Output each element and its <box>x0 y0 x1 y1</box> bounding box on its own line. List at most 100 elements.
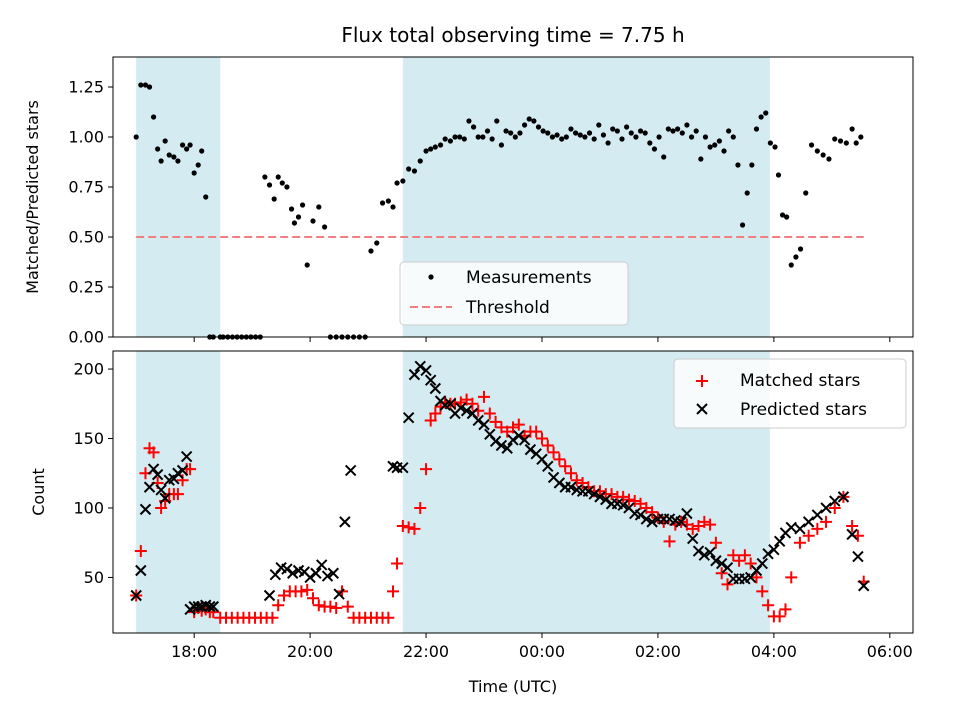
measurement-point <box>442 136 448 142</box>
measurement-point <box>624 124 630 130</box>
predicted-star-point <box>304 571 316 584</box>
matched-star-point <box>512 418 525 431</box>
measurement-point <box>179 142 186 148</box>
matched-star-point <box>785 571 798 584</box>
measurement-point <box>586 130 593 136</box>
matched-star-point <box>408 522 421 535</box>
matched-star-point <box>553 453 566 466</box>
predicted-star-point <box>139 503 152 516</box>
predicted-star-point <box>310 567 322 579</box>
predicted-star-point <box>582 485 595 498</box>
measurement-point <box>535 124 542 130</box>
measurement-point <box>484 128 491 134</box>
matched-star-point <box>301 583 314 596</box>
matched-star-point <box>570 474 583 487</box>
measurement-point <box>753 126 760 132</box>
measurement-point <box>316 204 322 210</box>
bottom-ytick-label: 150 <box>73 429 104 448</box>
predicted-star-point <box>408 368 421 381</box>
measurement-point <box>642 130 648 136</box>
predicted-star-point <box>762 548 774 560</box>
predicted-star-point <box>773 535 786 548</box>
predicted-star-point <box>594 491 606 503</box>
predicted-star-point <box>785 521 797 534</box>
top-panel: 0.00 0.25 0.50 0.75 1.00 1.25 Matched/Predict… <box>23 56 914 347</box>
measurement-point <box>494 118 500 124</box>
predicted-star-point <box>460 405 473 417</box>
matched-star-point <box>414 501 427 514</box>
measurement-point <box>512 134 518 140</box>
measurement-point <box>628 130 634 136</box>
matched-star-point <box>396 520 409 533</box>
legend-matched-label: Matched stars <box>740 371 860 391</box>
measurement-point <box>726 128 732 134</box>
measurement-point <box>390 204 396 210</box>
bottom-ytick-label: 100 <box>73 498 104 517</box>
predicted-star-point <box>176 464 189 477</box>
predicted-star-point <box>151 468 164 481</box>
measurement-point <box>400 178 406 184</box>
measurement-point <box>573 130 579 136</box>
measurement-point <box>843 140 849 146</box>
measurement-point <box>832 136 838 142</box>
top-y-axis-label: Matched/Predicted stars <box>23 100 42 294</box>
predicted-star-point <box>472 414 484 427</box>
predicted-star-point <box>687 532 699 545</box>
measurement-point <box>647 140 653 146</box>
predicted-star-point <box>281 563 293 575</box>
measurement-point <box>716 138 722 144</box>
matched-star-point <box>307 592 319 605</box>
measurement-point <box>470 124 477 130</box>
measurement-point <box>591 136 597 142</box>
measurement-point <box>707 144 713 150</box>
top-ytick-label: 1.00 <box>68 128 104 147</box>
measurement-point <box>803 190 809 196</box>
measurement-point <box>166 152 172 158</box>
measurement-point <box>837 138 844 144</box>
measurement-point <box>138 82 144 88</box>
measurement-point <box>735 162 741 168</box>
predicted-star-point <box>715 557 728 570</box>
measurement-point <box>187 142 193 148</box>
measurement-point <box>540 128 546 134</box>
measurement-point <box>739 222 746 228</box>
measurement-point <box>577 132 583 138</box>
predicted-star-point <box>513 430 525 442</box>
measurement-point <box>321 224 328 230</box>
measurement-point <box>814 148 820 154</box>
predicted-star-point <box>588 488 600 500</box>
measurement-point <box>684 122 690 128</box>
predicted-star-point <box>756 557 768 570</box>
predicted-star-point <box>204 600 216 613</box>
legend-threshold-label: Threshold <box>465 298 550 318</box>
measurement-point <box>423 148 429 154</box>
matched-star-point <box>779 603 792 616</box>
top-legend: Measurements Threshold <box>399 261 629 326</box>
predicted-star-point <box>327 567 339 579</box>
measurement-point <box>428 146 434 152</box>
measurement-point <box>744 190 750 196</box>
matched-star-point <box>750 571 763 584</box>
predicted-star-point <box>344 464 357 477</box>
top-ytick-label: 0.00 <box>68 328 104 347</box>
matched-star-point <box>483 407 496 420</box>
measurement-point <box>158 158 164 164</box>
matched-star-point <box>828 501 841 514</box>
measurement-point <box>374 240 380 246</box>
matched-star-point <box>564 467 577 480</box>
predicted-star-point <box>617 499 629 511</box>
x-tick-label: 02:00 <box>635 642 681 661</box>
measurement-point <box>559 136 565 142</box>
measurement-point <box>596 122 602 128</box>
predicted-star-point <box>263 589 276 602</box>
measurement-point <box>385 198 391 204</box>
measurement-point <box>688 134 695 140</box>
matched-star-point <box>802 529 815 542</box>
predicted-star-point <box>414 360 426 372</box>
measurement-point <box>779 212 786 218</box>
measurement-point <box>656 134 662 140</box>
measurement-point <box>633 134 639 140</box>
predicted-star-point <box>553 477 566 489</box>
bottom-legend: Matched stars Predicted stars <box>673 358 907 429</box>
predicted-star-point <box>846 528 858 541</box>
